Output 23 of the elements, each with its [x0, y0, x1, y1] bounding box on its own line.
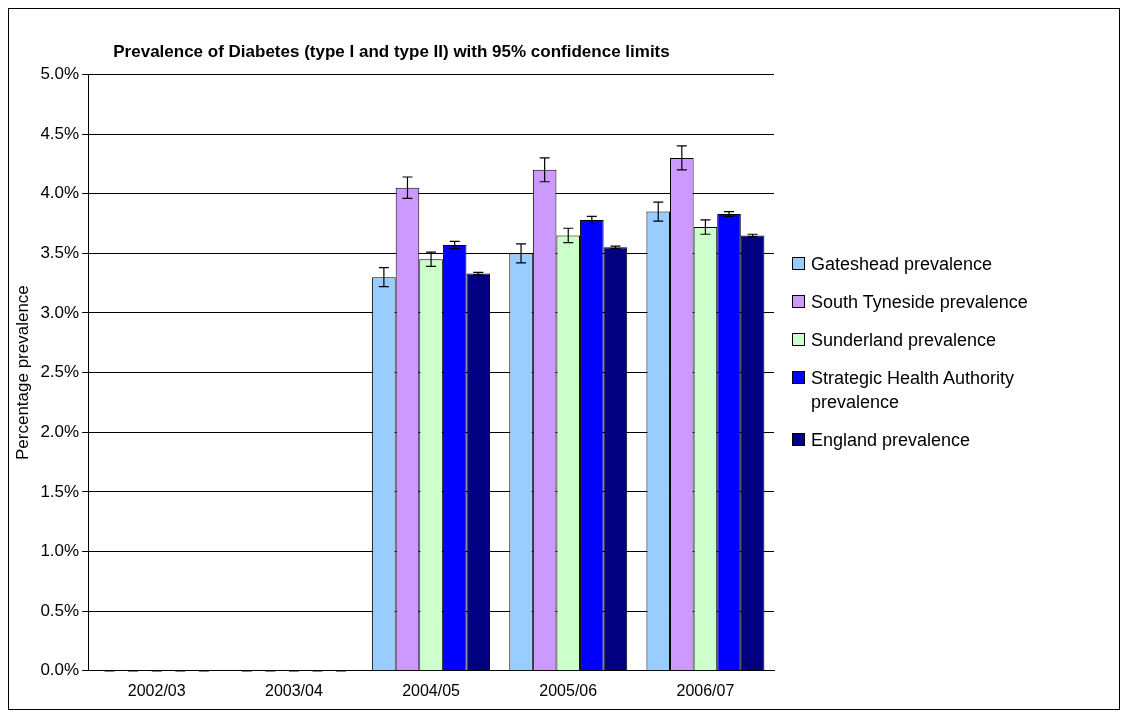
x-tick-label: 2005/06 [539, 681, 598, 699]
legend-label: Strategic Health Authority prevalence [811, 367, 1016, 414]
y-tick-label: 0.0% [40, 660, 80, 680]
legend-label: Sunderland prevalence [811, 329, 998, 352]
y-tick-label: 1.5% [40, 481, 80, 501]
y-tick-label: 0.5% [40, 600, 80, 620]
y-tick-label: 4.5% [40, 123, 80, 143]
y-tick-label: 4.0% [40, 183, 80, 203]
x-tick-label: 2002/03 [127, 681, 186, 699]
legend-label: South Tyneside prevalence [811, 291, 1029, 314]
y-tick-label: 5.0% [40, 64, 80, 84]
legend-label: Gateshead prevalence [811, 253, 994, 276]
chart-title: Prevalence of Diabetes (type I and type II) with 95% confidence limits [113, 41, 670, 61]
y-axis-title: Percentage prevalence [12, 285, 32, 461]
y-tick-label: 3.5% [40, 243, 80, 263]
x-tick-label: 2004/05 [402, 681, 461, 699]
legend-label: England prevalence [811, 429, 972, 452]
y-tick-label: 3.0% [40, 302, 80, 322]
y-tick-label: 2.5% [40, 362, 80, 382]
y-tick-label: 1.0% [40, 541, 80, 561]
y-tick-label: 2.0% [40, 421, 80, 441]
x-tick-label: 2006/07 [676, 681, 735, 699]
x-tick-label: 2003/04 [264, 681, 323, 699]
